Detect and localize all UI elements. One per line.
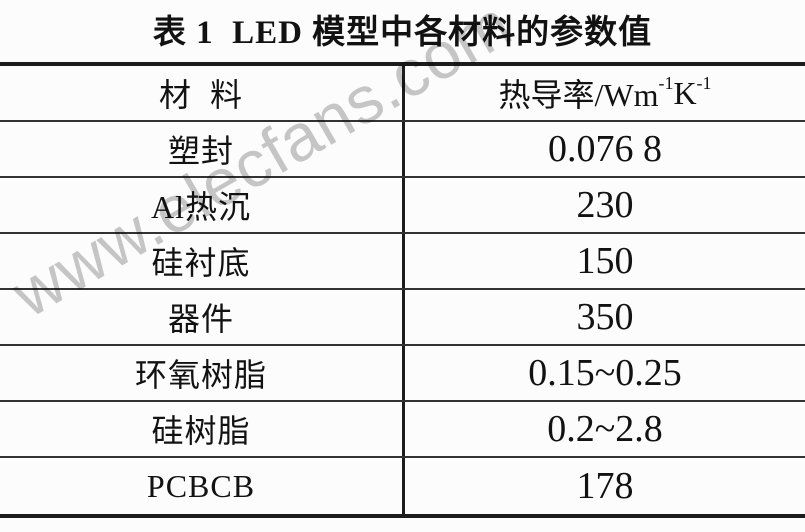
header-conductivity-cell: 热导率/Wm -1 K -1 — [402, 66, 805, 120]
materials-table: 材 料 热导率/Wm -1 K -1 塑封 0.076 8 Al热沉 230 硅衬底 … — [0, 62, 805, 518]
material-cell: 塑封 — [167, 133, 234, 169]
table-row: Al热沉 230 — [0, 178, 805, 234]
table-row: PCBCB 178 — [0, 458, 805, 514]
conductivity-unit-k: K — [673, 74, 697, 111]
value-cell: 0.076 8 — [402, 122, 805, 176]
conductivity-unit-base: 热导率/Wm — [498, 77, 659, 113]
material-cell: PCBCB — [146, 467, 256, 504]
table-row: 塑封 0.076 8 — [0, 122, 805, 178]
table-caption: 表 1 LED 模型中各材料的参数值 — [152, 15, 653, 51]
material-cell: Al热沉 — [150, 189, 251, 225]
value-cell: 150 — [402, 234, 805, 288]
material-cell: 硅树脂 — [151, 413, 251, 449]
material-cell: 器件 — [167, 301, 234, 337]
table-row: 环氧树脂 0.15~0.25 — [0, 346, 805, 402]
header-material-cell: 材 料 — [158, 77, 243, 113]
value-cell: 0.2~2.8 — [402, 402, 805, 456]
table-row: 硅衬底 150 — [0, 234, 805, 290]
value-cell: 0.15~0.25 — [402, 346, 805, 400]
conductivity-unit-sup2: -1 — [696, 72, 712, 93]
table-row: 硅树脂 0.2~2.8 — [0, 402, 805, 458]
header-row: 材 料 热导率/Wm -1 K -1 — [0, 66, 805, 122]
value-cell: 230 — [402, 178, 805, 232]
table-row: 器件 350 — [0, 290, 805, 346]
value-cell: 350 — [402, 290, 805, 344]
value-cell: 178 — [402, 458, 805, 514]
material-cell: 环氧树脂 — [134, 357, 267, 393]
conductivity-unit-sup1: -1 — [658, 72, 674, 93]
material-cell: 硅衬底 — [151, 245, 251, 281]
